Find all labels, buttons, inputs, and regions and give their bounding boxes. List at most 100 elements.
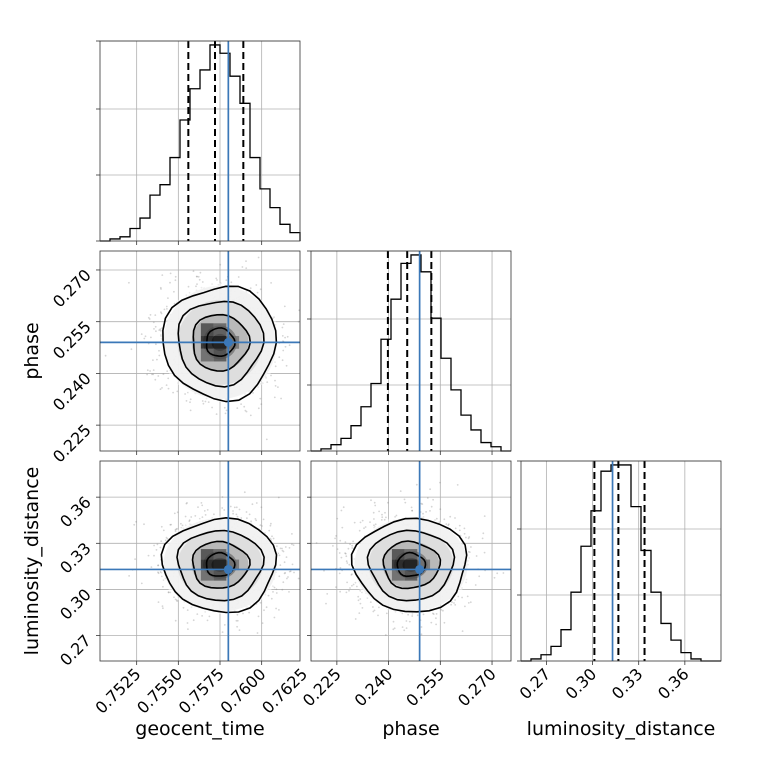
sample-point bbox=[154, 378, 157, 381]
sample-point bbox=[155, 343, 157, 346]
sample-point bbox=[420, 502, 423, 505]
sample-point bbox=[150, 566, 153, 568]
marginal-panel-geocent_time bbox=[96, 40, 301, 245]
sample-point bbox=[345, 560, 348, 563]
density-bin bbox=[200, 348, 214, 362]
sample-point bbox=[345, 555, 348, 558]
sample-point bbox=[273, 586, 276, 589]
sample-point bbox=[279, 547, 282, 550]
sample-point bbox=[248, 611, 251, 614]
histogram-step-geocent_time bbox=[100, 44, 301, 242]
sample-point bbox=[292, 544, 295, 546]
density-bin bbox=[213, 549, 227, 560]
sample-point bbox=[411, 509, 413, 512]
contour-line bbox=[366, 529, 456, 602]
sample-point bbox=[240, 517, 243, 519]
sample-point bbox=[442, 609, 444, 612]
sample-point bbox=[278, 554, 281, 557]
y-tick-label: 0.225 bbox=[49, 420, 95, 466]
sample-point bbox=[189, 401, 191, 404]
sample-point bbox=[260, 506, 263, 509]
sample-point bbox=[280, 397, 282, 400]
sample-point bbox=[387, 501, 389, 504]
sample-point bbox=[279, 564, 282, 566]
sample-point bbox=[315, 542, 318, 544]
sample-point bbox=[439, 481, 441, 484]
sample-point bbox=[159, 286, 162, 289]
sample-point bbox=[146, 369, 149, 372]
sample-point bbox=[201, 615, 204, 617]
sample-point bbox=[154, 325, 157, 328]
sample-point bbox=[340, 509, 343, 512]
sample-point bbox=[301, 562, 303, 564]
sample-point bbox=[432, 612, 434, 615]
sample-point bbox=[153, 328, 155, 330]
contour-line bbox=[382, 540, 442, 590]
sample-point bbox=[243, 405, 246, 408]
density-bin bbox=[213, 559, 227, 571]
sample-point bbox=[157, 564, 160, 567]
sample-point bbox=[466, 595, 469, 598]
sample-point bbox=[192, 270, 195, 273]
sample-point bbox=[468, 551, 471, 553]
sample-point bbox=[146, 373, 149, 376]
sample-point bbox=[246, 517, 248, 520]
sample-point bbox=[158, 329, 161, 331]
sample-point bbox=[262, 518, 265, 521]
sample-point bbox=[196, 275, 199, 278]
sample-point bbox=[170, 523, 173, 526]
sample-point bbox=[281, 549, 284, 552]
sample-point bbox=[408, 620, 411, 623]
sample-point bbox=[281, 335, 284, 337]
sample-point bbox=[286, 335, 289, 338]
sample-point bbox=[176, 511, 179, 514]
sample-point bbox=[474, 584, 477, 586]
sample-point bbox=[256, 632, 259, 634]
sample-point bbox=[184, 393, 187, 395]
sample-point bbox=[221, 507, 224, 509]
joint-content bbox=[100, 461, 303, 661]
sample-point bbox=[232, 512, 235, 515]
sample-point bbox=[174, 529, 177, 531]
sample-point bbox=[216, 279, 218, 281]
sample-point bbox=[405, 620, 408, 622]
sample-point bbox=[399, 490, 402, 492]
sample-point bbox=[483, 515, 486, 517]
sample-point bbox=[188, 519, 191, 522]
sample-point bbox=[340, 556, 343, 559]
sample-point bbox=[166, 308, 168, 310]
sample-point bbox=[166, 370, 169, 372]
joint-content bbox=[311, 461, 511, 661]
sample-point bbox=[156, 543, 159, 546]
sample-point bbox=[147, 316, 150, 319]
sample-point bbox=[190, 516, 193, 518]
sample-point bbox=[461, 630, 464, 632]
sample-point bbox=[259, 397, 262, 400]
sample-point bbox=[203, 510, 206, 512]
sample-point bbox=[426, 497, 429, 499]
sample-point bbox=[236, 515, 239, 518]
sample-point bbox=[286, 577, 288, 580]
sample-point bbox=[172, 391, 175, 394]
x-axis-label-phase: phase bbox=[382, 718, 439, 740]
sample-point bbox=[363, 527, 365, 530]
sample-point bbox=[225, 279, 228, 282]
sample-point bbox=[158, 354, 161, 357]
sample-point bbox=[478, 575, 481, 578]
sample-point bbox=[196, 283, 198, 285]
sample-point bbox=[336, 517, 339, 520]
x-tick-label: 0.225 bbox=[299, 664, 345, 710]
sample-point bbox=[165, 305, 168, 308]
sample-point bbox=[255, 284, 258, 286]
sample-point bbox=[211, 406, 214, 409]
sample-point bbox=[358, 529, 361, 532]
contour-line bbox=[396, 551, 427, 578]
contour-line bbox=[205, 551, 236, 577]
sample-point bbox=[166, 537, 169, 540]
sample-point bbox=[213, 513, 215, 516]
sample-point bbox=[454, 604, 457, 606]
sample-point bbox=[252, 392, 254, 394]
sample-point bbox=[420, 633, 423, 636]
sample-point bbox=[162, 529, 165, 532]
